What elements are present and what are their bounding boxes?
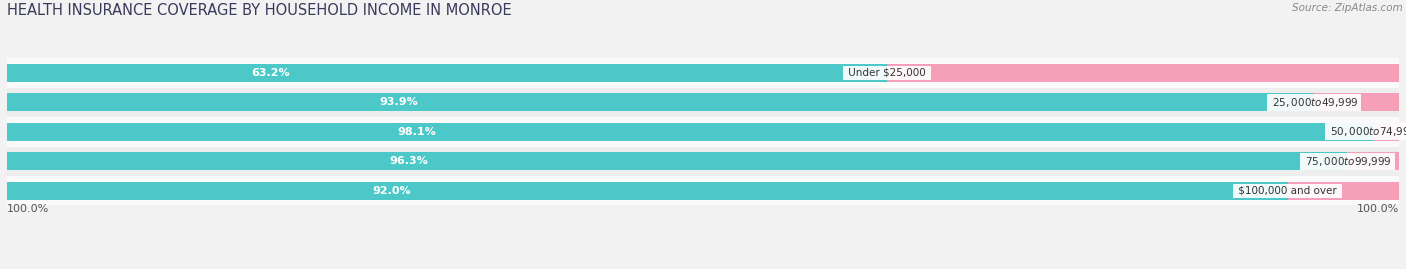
Bar: [1288, 182, 1400, 200]
Text: 98.1%: 98.1%: [398, 127, 436, 137]
Text: $100,000 and over: $100,000 and over: [1234, 186, 1340, 196]
Text: Under $25,000: Under $25,000: [845, 68, 929, 78]
Text: $75,000 to $99,999: $75,000 to $99,999: [1302, 155, 1392, 168]
Bar: [1372, 123, 1399, 141]
Bar: [7, 152, 1347, 170]
Bar: [887, 64, 1399, 82]
Text: 96.3%: 96.3%: [389, 156, 429, 166]
Bar: [1315, 93, 1399, 111]
Text: $25,000 to $49,999: $25,000 to $49,999: [1268, 96, 1360, 109]
Text: Source: ZipAtlas.com: Source: ZipAtlas.com: [1292, 3, 1403, 13]
Bar: [7, 147, 1399, 176]
Bar: [1347, 152, 1399, 170]
Bar: [7, 88, 1399, 117]
Text: $50,000 to $74,999: $50,000 to $74,999: [1327, 125, 1406, 138]
Bar: [7, 182, 1288, 200]
Bar: [7, 58, 1399, 88]
Text: 92.0%: 92.0%: [373, 186, 411, 196]
Text: 100.0%: 100.0%: [7, 204, 49, 214]
Text: HEALTH INSURANCE COVERAGE BY HOUSEHOLD INCOME IN MONROE: HEALTH INSURANCE COVERAGE BY HOUSEHOLD I…: [7, 3, 512, 18]
Bar: [7, 176, 1399, 206]
Bar: [7, 117, 1399, 147]
Bar: [7, 93, 1315, 111]
Legend: With Coverage, Without Coverage: With Coverage, Without Coverage: [579, 267, 827, 269]
Bar: [7, 123, 1372, 141]
Text: 93.9%: 93.9%: [380, 97, 419, 107]
Text: 100.0%: 100.0%: [1357, 204, 1399, 214]
Bar: [7, 64, 887, 82]
Text: 63.2%: 63.2%: [252, 68, 290, 78]
